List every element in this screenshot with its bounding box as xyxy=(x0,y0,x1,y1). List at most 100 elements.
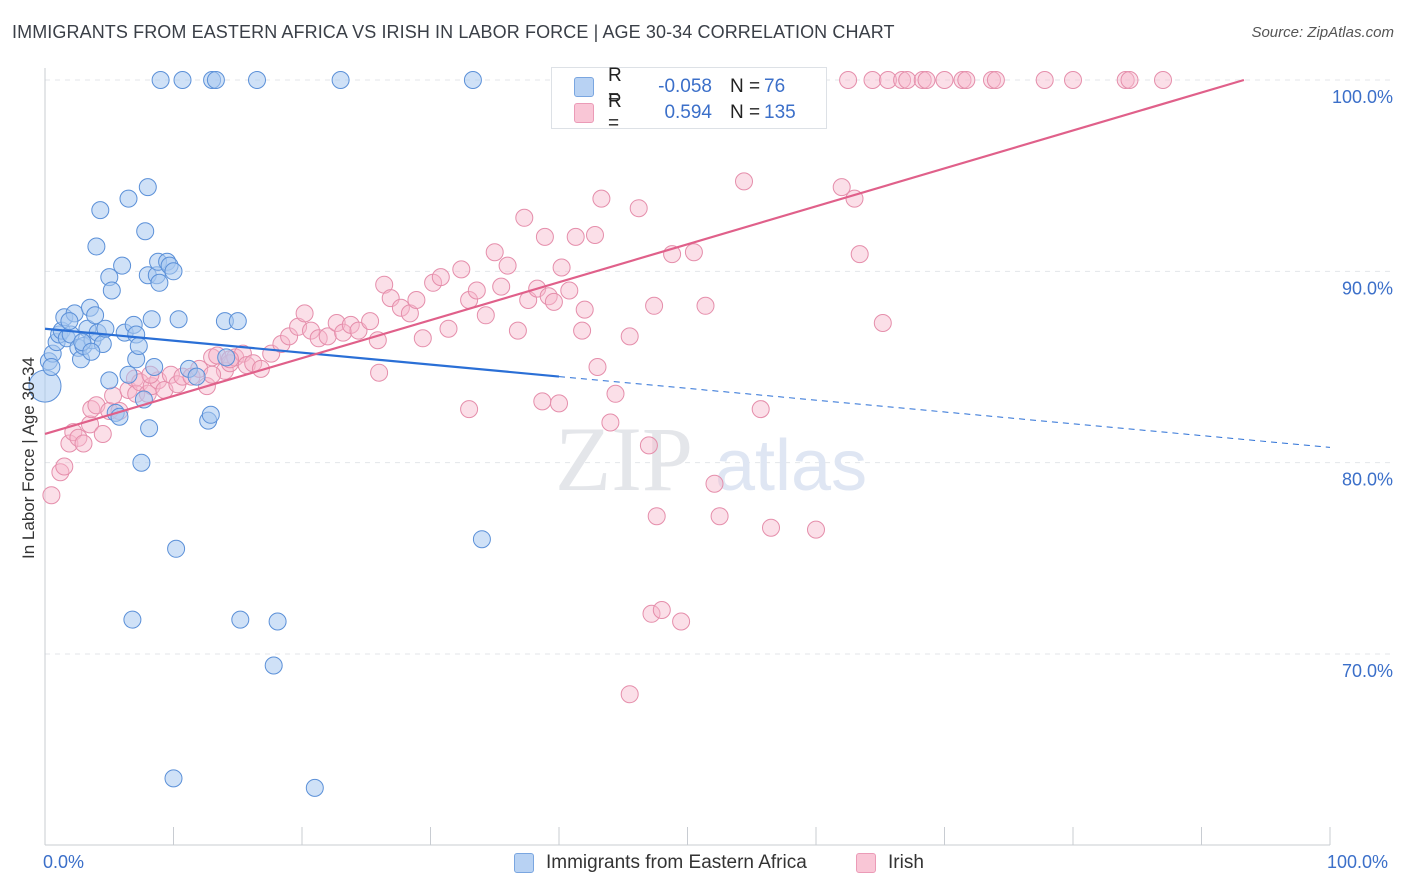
legend-row-eastern-africa: R = -0.058 N = 76 xyxy=(574,65,786,108)
legend-item-eastern-africa[interactable]: Immigrants from Eastern Africa xyxy=(514,852,807,874)
data-point-eastern-africa xyxy=(472,530,491,549)
data-point-irish xyxy=(533,392,552,411)
data-point-eastern-africa xyxy=(231,610,250,629)
data-point-irish xyxy=(652,601,671,619)
data-point-irish xyxy=(839,71,858,89)
data-point-irish xyxy=(251,359,270,378)
grid-lines xyxy=(45,79,1393,655)
data-point-eastern-africa xyxy=(150,273,169,292)
data-point-irish xyxy=(575,300,594,319)
data-point-irish xyxy=(601,413,620,432)
data-point-irish xyxy=(645,296,664,315)
y-tick-label: 90.0% xyxy=(1342,278,1393,298)
data-point-eastern-africa xyxy=(140,419,159,438)
data-point-irish xyxy=(492,277,511,296)
n-value: 76 xyxy=(764,76,786,97)
watermark-atlas: atlas xyxy=(715,426,867,506)
data-point-irish xyxy=(642,604,661,623)
y-axis-label: In Labor Force | Age 30-34 xyxy=(19,357,38,559)
data-point-eastern-africa xyxy=(142,310,161,329)
data-point-irish xyxy=(705,474,724,493)
trend-line-eastern-africa xyxy=(44,327,560,378)
axes xyxy=(44,68,1331,846)
data-point-irish xyxy=(620,685,639,704)
x-tick-max: 100.0% xyxy=(1327,852,1389,872)
data-point-irish xyxy=(535,227,554,246)
data-point-irish xyxy=(672,612,691,631)
r-value: 0.594 xyxy=(664,102,712,123)
data-point-irish xyxy=(69,428,88,447)
r-label: R = xyxy=(608,91,622,134)
data-point-eastern-africa xyxy=(187,367,206,386)
n-label: N = xyxy=(730,102,761,123)
data-point-irish xyxy=(439,319,458,338)
y-tick-labels: 70.0% 80.0% 90.0% 100.0% xyxy=(1332,87,1393,681)
data-point-irish xyxy=(893,71,912,89)
series-legend: Immigrants from Eastern Africa Irish xyxy=(0,852,1406,878)
data-point-eastern-africa xyxy=(42,358,61,376)
data-point-irish xyxy=(850,245,869,264)
data-point-eastern-africa xyxy=(268,612,287,631)
data-point-irish xyxy=(696,296,715,315)
data-point-irish xyxy=(93,425,112,443)
data-point-eastern-africa xyxy=(60,312,79,331)
series-points-irish xyxy=(42,71,1172,704)
chart-title: IMMIGRANTS FROM EASTERN AFRICA VS IRISH … xyxy=(12,22,895,42)
stats-legend: R = -0.058 N = 76 R = 0.594 N = 135 xyxy=(551,65,827,134)
data-point-irish xyxy=(467,281,486,300)
legend-label-irish: Irish xyxy=(888,852,924,873)
data-point-irish xyxy=(334,323,353,342)
data-point-irish xyxy=(349,321,368,340)
r-value: -0.058 xyxy=(658,76,712,97)
data-point-irish xyxy=(552,258,571,277)
trend-line-eastern-africa-extension xyxy=(558,376,1331,448)
data-point-eastern-africa xyxy=(102,281,121,300)
data-point-irish xyxy=(280,327,299,346)
data-point-irish xyxy=(751,400,770,419)
data-point-eastern-africa xyxy=(201,405,220,424)
trend-line-irish xyxy=(44,78,1245,436)
legend-swatch-eastern-africa xyxy=(574,77,594,97)
data-point-irish xyxy=(1120,71,1139,89)
data-point-irish xyxy=(684,243,703,262)
data-point-irish xyxy=(460,400,479,419)
data-point-irish xyxy=(515,208,534,227)
data-point-eastern-africa xyxy=(167,539,186,558)
data-point-irish xyxy=(898,71,917,89)
data-point-eastern-africa xyxy=(82,342,101,361)
data-point-irish xyxy=(566,227,585,246)
data-point-eastern-africa xyxy=(136,222,155,241)
data-point-irish xyxy=(302,321,320,340)
data-point-eastern-africa xyxy=(164,769,183,788)
data-point-eastern-africa xyxy=(264,656,283,675)
data-point-irish xyxy=(873,314,892,332)
data-point-irish xyxy=(573,321,592,340)
data-point-irish xyxy=(272,335,291,353)
data-point-irish xyxy=(917,71,936,89)
data-point-irish xyxy=(606,384,625,403)
data-point-irish xyxy=(762,518,780,537)
data-point-irish xyxy=(104,386,123,405)
data-point-irish xyxy=(295,304,314,323)
legend-swatch-irish xyxy=(856,853,876,873)
data-point-eastern-africa xyxy=(305,778,324,797)
data-point-irish xyxy=(327,314,346,332)
data-point-eastern-africa xyxy=(119,365,138,384)
data-point-eastern-africa xyxy=(129,337,148,355)
data-point-irish xyxy=(1035,71,1054,89)
data-point-irish xyxy=(620,327,639,346)
data-point-irish xyxy=(318,327,337,346)
legend-swatch-eastern-africa xyxy=(514,853,534,873)
legend-item-irish[interactable]: Irish xyxy=(856,852,924,874)
data-point-irish xyxy=(370,363,389,382)
y-tick-label: 100.0% xyxy=(1332,87,1393,107)
data-point-irish xyxy=(647,507,666,526)
legend-row-irish: R = 0.594 N = 135 xyxy=(574,91,796,134)
source-label: Source: ZipAtlas.com xyxy=(1251,24,1394,41)
data-point-eastern-africa xyxy=(138,178,157,197)
data-point-irish xyxy=(55,457,74,476)
data-point-irish xyxy=(879,71,897,89)
data-point-eastern-africa xyxy=(217,348,236,367)
data-point-irish xyxy=(586,226,604,244)
